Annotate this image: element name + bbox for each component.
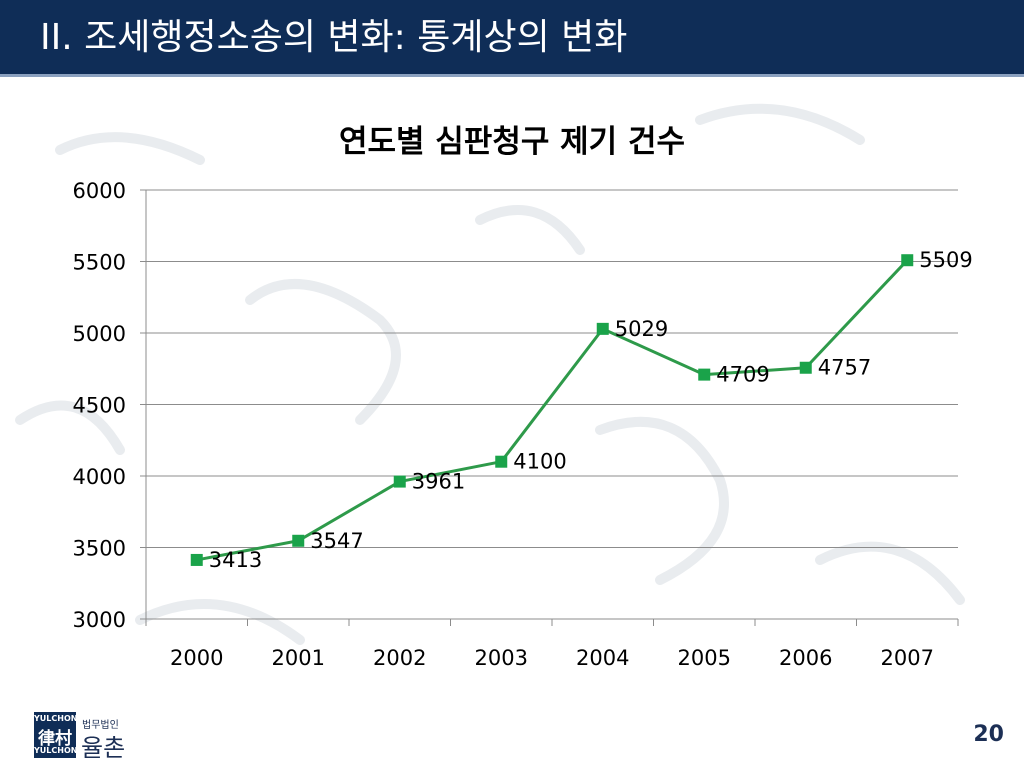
logo-emblem-bottom: YULCHON	[34, 746, 78, 755]
gridlines	[146, 189, 958, 620]
data-point	[698, 368, 711, 381]
chart-title: 연도별 심판청구 제기 건수	[339, 124, 685, 160]
axes	[140, 189, 959, 626]
logo-emblem-glyph: 律村	[38, 729, 72, 749]
slide-title: II. 조세행정소송의 변화: 통계상의 변화	[40, 17, 628, 58]
x-tick-label: 2007	[881, 646, 934, 670]
header-divider	[0, 74, 1024, 77]
data-label: 3547	[310, 529, 363, 553]
x-tick-label: 2000	[170, 646, 223, 670]
y-tick-label: 5500	[73, 251, 126, 275]
series-layer	[196, 259, 909, 562]
logo-emblem: YULCHON 律村 YULCHON	[34, 712, 78, 758]
data-label: 3413	[209, 548, 262, 572]
data-label: 4100	[513, 450, 566, 474]
logo-name: 율촌	[81, 734, 126, 762]
data-label: 4757	[818, 356, 871, 380]
y-axis-ticks: 3000 3500 4000 4500 5000 5500 6000	[73, 179, 126, 632]
data-label: 4709	[716, 363, 769, 387]
company-logo: YULCHON 律村 YULCHON 법무법인 율촌	[34, 712, 164, 762]
line-chart: 연도별 심판청구 제기 건수 3000 3500 4000 4500 5000 5500 6…	[73, 124, 973, 670]
data-point	[495, 455, 508, 468]
data-label: 5029	[615, 317, 668, 341]
x-tick-label: 2005	[678, 646, 731, 670]
page-number: 20	[973, 722, 1004, 747]
data-point	[596, 322, 609, 335]
logo-subtitle: 법무법인	[82, 720, 119, 731]
series-line	[196, 259, 909, 562]
y-tick-label: 5000	[73, 322, 126, 346]
y-tick-label: 6000	[73, 179, 126, 203]
data-point	[393, 475, 406, 488]
header-bar	[0, 0, 1024, 74]
y-tick-label: 3500	[73, 537, 126, 561]
data-point	[799, 361, 812, 374]
data-point	[190, 553, 203, 566]
data-labels: 3413 3547 3961 4100 5029 4709 4757 5509	[209, 248, 973, 572]
y-tick-label: 4000	[73, 465, 126, 489]
y-tick-label: 4500	[73, 394, 126, 418]
x-tick-label: 2001	[272, 646, 325, 670]
data-point	[901, 254, 914, 267]
x-tick-label: 2002	[373, 646, 426, 670]
logo-emblem-top: YULCHON	[34, 714, 78, 723]
data-point	[292, 534, 305, 547]
markers	[190, 254, 914, 566]
x-tick-label: 2004	[576, 646, 629, 670]
data-label: 3961	[412, 470, 465, 494]
x-axis-ticks: 2000 2001 2002 2003 2004 2005 2006 2007	[170, 646, 934, 670]
y-tick-label: 3000	[73, 608, 126, 632]
x-tick-label: 2006	[779, 646, 832, 670]
data-label: 5509	[919, 248, 972, 272]
x-tick-label: 2003	[475, 646, 528, 670]
